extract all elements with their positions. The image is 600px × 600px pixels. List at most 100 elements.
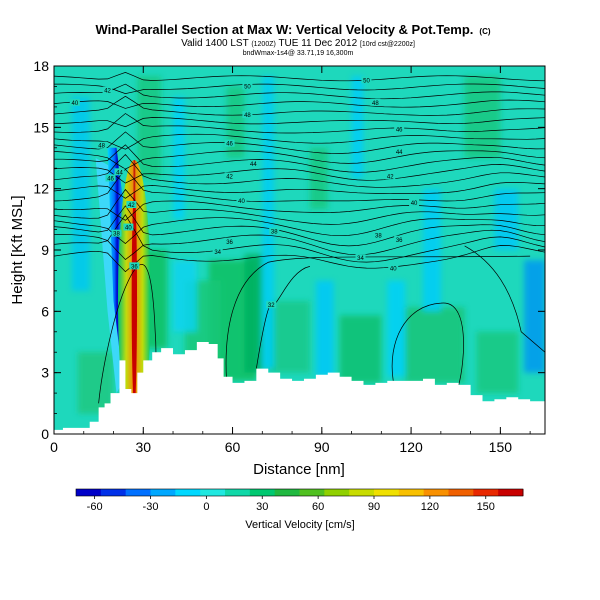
theta-contour-line bbox=[54, 131, 545, 154]
contour-label-bg bbox=[361, 76, 372, 84]
velocity-region bbox=[268, 301, 310, 373]
subtitle-small-2: [10rd cst@2200z] bbox=[360, 41, 415, 48]
theta-contour-line bbox=[54, 205, 545, 247]
theta-contour-line bbox=[54, 83, 545, 94]
theta-contour-line bbox=[54, 217, 545, 244]
contour-label: 44 bbox=[250, 162, 257, 168]
contour-label: 44 bbox=[396, 150, 403, 156]
contour-label-bg bbox=[129, 262, 140, 270]
contour-label-bg bbox=[266, 301, 277, 309]
theta-contour-line bbox=[54, 164, 545, 184]
contour-label: 42 bbox=[387, 174, 394, 180]
velocity-region bbox=[309, 147, 328, 210]
chart-subtitle-line3: bndWmax-1s4@ 33.71,19 16,300m bbox=[243, 50, 354, 57]
colorbar-swatch bbox=[448, 489, 474, 496]
colorbar-swatch bbox=[374, 489, 400, 496]
y-tick-label: 12 bbox=[33, 181, 49, 197]
contour-label-bg bbox=[96, 141, 107, 149]
colorbar-label: Vertical Velocity [cm/s] bbox=[245, 519, 354, 531]
velocity-region bbox=[339, 315, 382, 383]
colorbar-tick-label: 150 bbox=[477, 501, 495, 513]
contour-label: 36 bbox=[131, 264, 138, 270]
contour-label: 40 bbox=[125, 226, 132, 232]
y-tick-label: 0 bbox=[41, 426, 49, 442]
chart-subtitle: Valid 1400 LST (1200Z) TUE 11 Dec 2012 [… bbox=[181, 38, 415, 49]
contour-label-bg bbox=[224, 139, 235, 147]
velocity-region bbox=[315, 280, 334, 377]
theta-contour-line bbox=[54, 153, 545, 188]
velocity-region bbox=[494, 188, 519, 250]
colorbar-swatch bbox=[423, 489, 449, 496]
colorbar-ticks: -60 -30 0 30 60 90 120 150 bbox=[87, 496, 495, 513]
contour-label-bg bbox=[111, 229, 122, 237]
y-tick-label: 18 bbox=[33, 58, 49, 74]
y-tick-label: 6 bbox=[41, 303, 49, 319]
theta-contour-line bbox=[54, 72, 545, 82]
contour-label-bg bbox=[409, 198, 420, 206]
theta-contour-line bbox=[54, 214, 545, 263]
contour-label-bg bbox=[126, 201, 137, 209]
contour-label: 46 bbox=[107, 176, 114, 182]
colorbar-swatch bbox=[473, 489, 499, 496]
y-tick-label: 3 bbox=[41, 365, 49, 381]
theta-contour-line bbox=[54, 229, 545, 260]
theta-contour-line bbox=[464, 245, 545, 353]
y-tick-label: 15 bbox=[33, 119, 49, 135]
contour-label-bg bbox=[370, 98, 381, 106]
subtitle-main: TUE 11 Dec 2012 bbox=[278, 38, 357, 49]
velocity-region bbox=[71, 96, 90, 291]
theta-contour-line bbox=[54, 95, 545, 116]
colorbar-swatch bbox=[200, 489, 226, 496]
contour-label: 40 bbox=[238, 199, 245, 205]
x-axis-ticks: 0 30 60 90 120 150 bbox=[50, 66, 531, 455]
x-tick-label: 0 bbox=[50, 439, 58, 455]
velocity-region bbox=[173, 260, 197, 332]
y-tick-label: 9 bbox=[41, 242, 49, 258]
contour-label: 50 bbox=[244, 84, 251, 90]
chart-title: Wind-Parallel Section at Max W: Vertical… bbox=[95, 22, 490, 37]
colorbar-frame bbox=[75, 488, 524, 497]
contour-label-bg bbox=[114, 168, 125, 176]
theta-contour-line bbox=[54, 150, 545, 170]
contour-label: 46 bbox=[396, 127, 403, 133]
contour-label-bg bbox=[69, 98, 80, 106]
x-tick-label: 60 bbox=[225, 439, 241, 455]
contour-label-bg bbox=[236, 196, 247, 204]
theta-contour-line bbox=[225, 255, 531, 381]
contour-label: 38 bbox=[271, 230, 278, 236]
contour-label-bg bbox=[388, 264, 399, 272]
contour-label-bg bbox=[373, 231, 384, 239]
colorbar-swatch bbox=[324, 489, 350, 496]
contour-label: 48 bbox=[244, 113, 251, 119]
velocity-region bbox=[351, 76, 364, 179]
updraft-core-max bbox=[131, 192, 138, 406]
theta-contour-line bbox=[54, 113, 545, 134]
contour-label-bg bbox=[394, 125, 405, 133]
colorbar-tick-label: 0 bbox=[203, 501, 209, 513]
colorbar-swatch bbox=[299, 489, 325, 496]
colorbar-swatch bbox=[76, 489, 102, 496]
contour-label: 38 bbox=[113, 232, 120, 238]
colorbar-tick-label: 90 bbox=[368, 501, 380, 513]
colorbar-tick-label: 120 bbox=[421, 501, 439, 513]
contour-label-bg bbox=[212, 248, 223, 256]
contour-label-bg bbox=[242, 111, 253, 119]
x-tick-label: 150 bbox=[489, 439, 513, 455]
colorbar-tick-label: 30 bbox=[256, 501, 268, 513]
contour-label-bg bbox=[385, 172, 396, 180]
theta-contour-line bbox=[54, 83, 545, 100]
colorbar-swatch bbox=[125, 489, 151, 496]
contour-label: 48 bbox=[372, 101, 379, 107]
colorbar-swatch bbox=[100, 489, 127, 496]
contour-labels: 4042484446424038365048464442403836343250… bbox=[69, 76, 420, 309]
contour-label: 32 bbox=[268, 303, 275, 309]
plot-area: 4042484446424038365048464442403836343250… bbox=[54, 66, 545, 434]
velocity-region bbox=[173, 96, 185, 220]
colorbar-tick-label: -60 bbox=[87, 501, 103, 513]
contour-label: 50 bbox=[363, 78, 370, 84]
x-tick-label: 30 bbox=[135, 439, 151, 455]
velocity-region bbox=[262, 76, 275, 369]
colorbar-swatch bbox=[274, 489, 300, 496]
